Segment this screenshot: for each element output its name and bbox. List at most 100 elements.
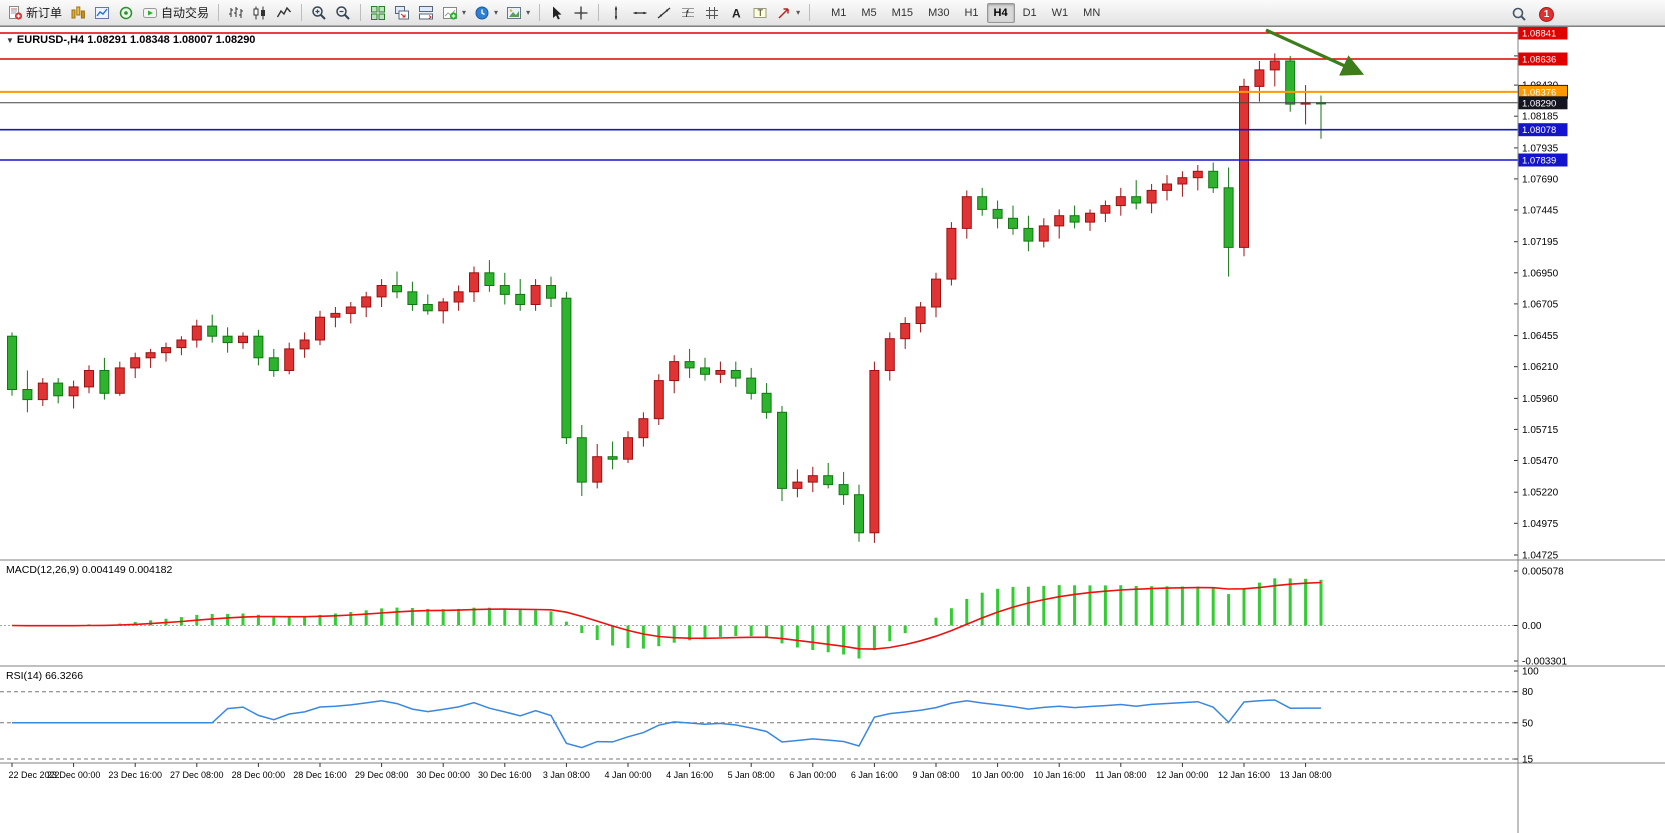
timeframe-group: M1 M5 M15 M30 H1 H4 D1 W1 MN bbox=[824, 2, 1107, 23]
timeframe-m30[interactable]: M30 bbox=[928, 6, 950, 19]
svg-text:50: 50 bbox=[1522, 718, 1534, 729]
timeframe-m15[interactable]: M15 bbox=[891, 6, 914, 19]
data-window-icon[interactable] bbox=[91, 2, 113, 24]
svg-text:1.06455: 1.06455 bbox=[1522, 331, 1559, 342]
svg-text:1.05220: 1.05220 bbox=[1522, 488, 1559, 499]
svg-text:1.07690: 1.07690 bbox=[1522, 174, 1559, 185]
svg-text:23 Dec 16:00: 23 Dec 16:00 bbox=[108, 770, 162, 780]
templates-button[interactable] bbox=[503, 2, 533, 24]
svg-text:1.08636: 1.08636 bbox=[1522, 55, 1556, 66]
vertical-line-tool-icon[interactable] bbox=[605, 2, 627, 24]
search-icon[interactable] bbox=[1508, 3, 1530, 25]
svg-text:1.08376: 1.08376 bbox=[1522, 87, 1556, 98]
price-label-boxes: 1.08841 1.08636 1.08376 1.08078 1.07839 1.082… bbox=[1518, 26, 1568, 167]
horizontal-line-tool-icon[interactable] bbox=[629, 2, 651, 24]
tile-windows-icon[interactable] bbox=[367, 2, 389, 24]
timeframe-h1[interactable]: H1 bbox=[964, 6, 979, 19]
toolbar-right-group: 1 bbox=[1508, 3, 1554, 25]
svg-text:13 Jan 08:00: 13 Jan 08:00 bbox=[1280, 770, 1332, 780]
svg-text:29 Dec 08:00: 29 Dec 08:00 bbox=[355, 770, 409, 780]
label-tool-icon[interactable]: T bbox=[749, 2, 771, 24]
pane-separators[interactable] bbox=[0, 27, 1665, 833]
cursor-tool-icon[interactable] bbox=[546, 2, 568, 24]
svg-text:T: T bbox=[758, 8, 764, 18]
svg-text:A: A bbox=[732, 6, 741, 20]
new-chart-button[interactable] bbox=[439, 2, 469, 24]
cascade-windows-icon[interactable] bbox=[391, 2, 413, 24]
arrow-object[interactable] bbox=[1265, 28, 1365, 76]
timeframe-h4[interactable]: H4 bbox=[986, 2, 1015, 23]
svg-text:1.06950: 1.06950 bbox=[1522, 268, 1559, 279]
toolbar-separator bbox=[598, 4, 600, 21]
svg-text:1.05960: 1.05960 bbox=[1522, 394, 1559, 405]
svg-text:1.08185: 1.08185 bbox=[1522, 112, 1559, 123]
bar-chart-mode-icon[interactable] bbox=[225, 2, 247, 24]
svg-text:30 Dec 00:00: 30 Dec 00:00 bbox=[416, 770, 470, 780]
zoom-in-icon[interactable] bbox=[308, 2, 330, 24]
svg-text:15: 15 bbox=[1522, 755, 1534, 766]
svg-text:-0.003301: -0.003301 bbox=[1522, 657, 1567, 668]
timeframe-m1[interactable]: M1 bbox=[831, 6, 847, 19]
main-toolbar: 新订单 自动交易 f A T M1 M5 M15 M30 H1 H4 D1 W1 MN 1 bbox=[0, 0, 1665, 26]
svg-text:1.07839: 1.07839 bbox=[1522, 156, 1556, 167]
price-axis[interactable]: 1.086601.084301.081851.079351.076901.074… bbox=[1514, 51, 1559, 562]
toolbar-separator bbox=[301, 4, 303, 21]
svg-text:10 Jan 16:00: 10 Jan 16:00 bbox=[1033, 770, 1085, 780]
svg-text:1.07195: 1.07195 bbox=[1522, 237, 1559, 248]
text-tool-icon[interactable]: A bbox=[725, 2, 747, 24]
svg-text:12 Jan 00:00: 12 Jan 00:00 bbox=[1156, 770, 1208, 780]
svg-text:9 Jan 08:00: 9 Jan 08:00 bbox=[912, 770, 959, 780]
chart-canvas[interactable]: 1.086601.084301.081851.079351.076901.074… bbox=[0, 26, 1665, 833]
svg-text:22 Dec 2022: 22 Dec 2022 bbox=[8, 770, 59, 780]
svg-text:1.05470: 1.05470 bbox=[1522, 456, 1559, 467]
svg-text:1.08290: 1.08290 bbox=[1522, 98, 1556, 109]
timeframe-mn[interactable]: MN bbox=[1083, 6, 1101, 19]
svg-text:1.08841: 1.08841 bbox=[1522, 29, 1556, 40]
svg-text:12 Jan 16:00: 12 Jan 16:00 bbox=[1218, 770, 1270, 780]
strategy-tester-icon[interactable] bbox=[115, 2, 137, 24]
svg-text:30 Dec 16:00: 30 Dec 16:00 bbox=[478, 770, 532, 780]
svg-text:6 Jan 16:00: 6 Jan 16:00 bbox=[851, 770, 898, 780]
svg-text:1.06705: 1.06705 bbox=[1522, 299, 1559, 310]
svg-text:23 Dec 00:00: 23 Dec 00:00 bbox=[47, 770, 101, 780]
svg-text:28 Dec 00:00: 28 Dec 00:00 bbox=[232, 770, 286, 780]
arrows-tool-button[interactable] bbox=[773, 2, 803, 24]
trendline-tool-icon[interactable] bbox=[653, 2, 675, 24]
svg-text:100: 100 bbox=[1522, 667, 1539, 678]
fibonacci-tool-icon[interactable]: f bbox=[677, 2, 699, 24]
toolbar-separator bbox=[809, 4, 811, 21]
svg-text:f: f bbox=[686, 9, 690, 20]
notification-badge[interactable]: 1 bbox=[1539, 6, 1554, 22]
svg-text:1.04725: 1.04725 bbox=[1522, 551, 1559, 562]
periods-button[interactable] bbox=[471, 2, 501, 24]
auto-trading-button[interactable]: 自动交易 bbox=[139, 2, 212, 24]
candlestick-mode-icon[interactable] bbox=[249, 2, 271, 24]
hline-objects[interactable] bbox=[0, 32, 1518, 161]
arrange-windows-icon[interactable] bbox=[415, 2, 437, 24]
svg-text:4 Jan 00:00: 4 Jan 00:00 bbox=[604, 770, 651, 780]
candles-layer bbox=[7, 53, 1326, 543]
timeframe-d1[interactable]: D1 bbox=[1022, 6, 1037, 19]
svg-text:1.05715: 1.05715 bbox=[1522, 425, 1559, 436]
svg-text:1.07445: 1.07445 bbox=[1522, 206, 1559, 217]
market-watch-icon[interactable] bbox=[67, 2, 89, 24]
svg-text:1.07935: 1.07935 bbox=[1522, 143, 1559, 154]
timeframe-w1[interactable]: W1 bbox=[1051, 6, 1069, 19]
chart-area[interactable]: 1.086601.084301.081851.079351.076901.074… bbox=[0, 26, 1665, 833]
svg-text:11 Jan 08:00: 11 Jan 08:00 bbox=[1095, 770, 1146, 780]
macd-pane: 0.005078 0.00 -0.003301 bbox=[0, 567, 1567, 668]
timeframe-m5[interactable]: M5 bbox=[861, 6, 877, 19]
svg-text:28 Dec 16:00: 28 Dec 16:00 bbox=[293, 770, 347, 780]
svg-text:5 Jan 08:00: 5 Jan 08:00 bbox=[728, 770, 775, 780]
grid-tool-icon[interactable] bbox=[701, 2, 723, 24]
line-chart-mode-icon[interactable] bbox=[273, 2, 295, 24]
zoom-out-icon[interactable] bbox=[332, 2, 354, 24]
svg-text:1.08078: 1.08078 bbox=[1522, 125, 1556, 136]
svg-text:4 Jan 16:00: 4 Jan 16:00 bbox=[666, 770, 713, 780]
new-order-button[interactable]: 新订单 bbox=[4, 2, 65, 24]
crosshair-tool-icon[interactable] bbox=[570, 2, 592, 24]
svg-text:3 Jan 08:00: 3 Jan 08:00 bbox=[543, 770, 590, 780]
svg-text:10 Jan 00:00: 10 Jan 00:00 bbox=[972, 770, 1024, 780]
